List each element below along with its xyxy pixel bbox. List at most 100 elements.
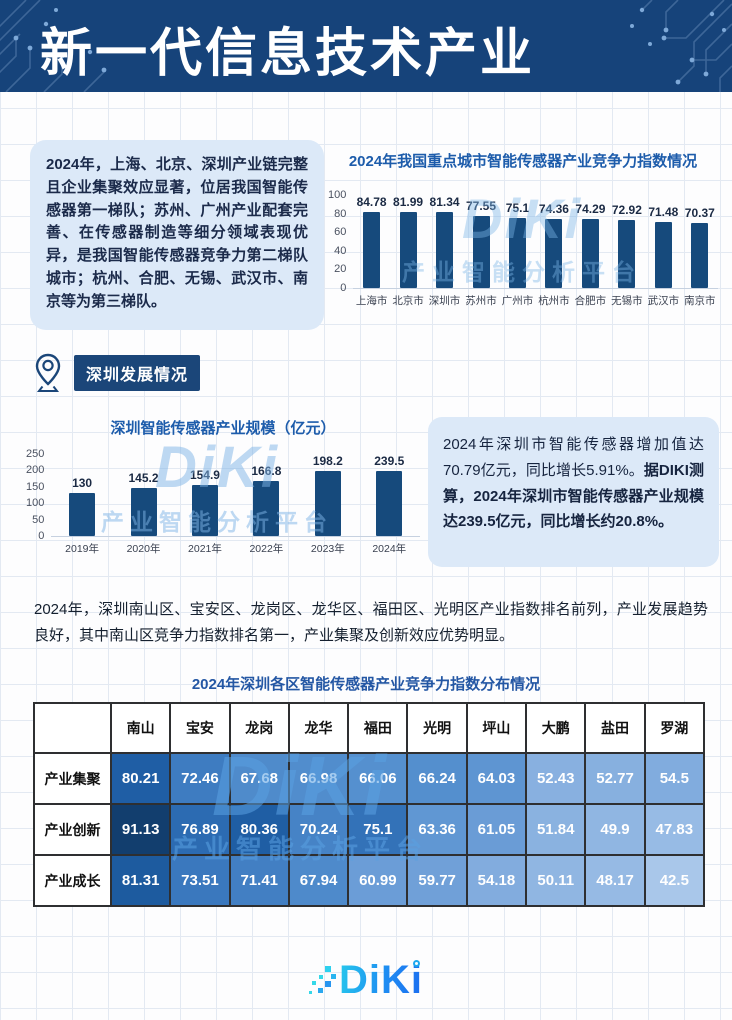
value-cell: 50.11	[525, 854, 587, 907]
districts-paragraph: 2024年，深圳南山区、宝安区、龙岗区、龙华区、福田区、光明区产业指数排名前列，…	[34, 601, 708, 645]
bar-value-label: 84.78	[356, 195, 387, 209]
bar-group: 81.99 北京市	[390, 195, 426, 308]
chart-shenzhen-scale: 深圳智能传感器产业规模（亿元） 250 200 150 100 50 0 130 2019年 1…	[26, 417, 420, 556]
bar	[508, 218, 526, 288]
bar	[618, 220, 636, 288]
bar-group: 77.55 苏州市	[463, 195, 499, 308]
bar-category-label: 2024年	[372, 543, 407, 555]
y-tick-label: 200	[26, 464, 45, 477]
column-header: 光明	[406, 702, 468, 754]
bar-value-label: 145.2	[128, 471, 159, 486]
bar-category-label: 无锡市	[611, 295, 643, 307]
column-header: 龙岗	[228, 702, 290, 754]
value-cell: 80.36	[228, 803, 290, 856]
bar-category-label: 苏州市	[465, 295, 497, 307]
bar	[545, 218, 563, 288]
y-tick-label: 0	[38, 529, 45, 542]
bar-category-label: 合肥市	[574, 295, 607, 307]
value-cell: 67.94	[287, 854, 350, 907]
column-header: 坪山	[465, 702, 528, 754]
bars-area: 130 2019年 145.2 2020年 154.9 2021年 166.8 2022年 19…	[51, 454, 420, 556]
value-cell: 47.83	[643, 803, 705, 856]
bar-value-label: 74.29	[575, 201, 606, 216]
table-title: 2024年深圳各区智能传感器产业竞争力指数分布情况	[191, 676, 541, 693]
page-header: 新一代信息技术产业	[0, 0, 732, 92]
bar-category-label: 深圳市	[428, 295, 461, 307]
value-cell: 70.24	[287, 803, 350, 856]
district-index-table: 南山 宝安 龙岗 龙华 福田 光明 坪山 大鹏 盐田 罗湖 产业集聚 80.21 72.46 67.68…	[33, 702, 705, 907]
diki-logo-text: DiKi	[339, 958, 423, 1002]
table-header-row: 南山 宝安 龙岗 龙华 福田 光明 坪山 大鹏 盐田 罗湖	[33, 702, 705, 754]
row-header: 产业集聚	[33, 752, 112, 805]
bar-category-label: 杭州市	[538, 295, 570, 307]
highlight-box: 2024年深圳市智能传感器增加值达70.79亿元，同比增长5.91%。据DIKI…	[428, 417, 719, 567]
value-cell: 61.05	[465, 803, 528, 856]
value-cell: 52.77	[584, 752, 646, 805]
bar-group: 70.37 南京市	[682, 195, 718, 308]
bar-value-label: 81.34	[429, 195, 460, 210]
y-axis: 100 80 60 40 20 0	[328, 189, 353, 294]
bar-category-label: 2020年	[126, 543, 161, 555]
bar-value-label: 81.99	[393, 195, 424, 209]
value-cell: 60.99	[347, 854, 409, 907]
column-header: 福田	[347, 702, 409, 754]
value-cell: 75.1	[347, 803, 409, 856]
highlight-text-bold: 据DIKI测算，2024年深圳市智能传感器产业规模达239.5亿元，同比增长约2…	[443, 461, 704, 531]
bar	[363, 212, 381, 288]
value-cell: 73.51	[169, 854, 231, 907]
bar-category-label: 北京市	[392, 295, 424, 307]
bar	[376, 471, 403, 536]
value-cell: 54.18	[465, 854, 528, 907]
chart-city-competitiveness: 2024年我国重点城市智能传感器产业竞争力指数情况 100 80 60 40 20 0 84…	[328, 150, 718, 308]
axis-baseline	[51, 536, 420, 537]
y-tick-label: 40	[334, 244, 347, 257]
diki-logo: DiKi	[309, 958, 423, 1003]
bar-value-label: 130	[72, 476, 93, 491]
bar	[399, 212, 417, 288]
column-header: 南山	[109, 702, 172, 754]
column-header: 宝安	[169, 702, 231, 754]
section-header: 深圳发展情况	[32, 352, 201, 394]
value-cell: 80.21	[109, 752, 172, 805]
bar-value-label: 74.36	[538, 201, 569, 216]
value-cell: 66.24	[406, 752, 468, 805]
bar-group: 198.2 2023年	[297, 454, 358, 556]
footer: DiKi	[0, 958, 732, 1003]
circuit-pattern-icon	[0, 0, 107, 92]
value-cell: 52.43	[525, 752, 587, 805]
bars-area: 84.78 上海市 81.99 北京市 81.34 深圳市 77.55 苏州市 75.1 广州市 7…	[353, 195, 718, 308]
bar-value-label: 72.92	[611, 203, 642, 218]
value-cell: 66.06	[347, 752, 409, 805]
bar-group: 71.48 武汉市	[645, 195, 681, 308]
y-axis: 250 200 150 100 50 0	[26, 448, 51, 542]
column-header: 龙华	[287, 702, 350, 754]
bar-group: 239.5 2024年	[359, 454, 420, 556]
bar-group: 84.78 上海市	[353, 195, 389, 308]
bar-category-label: 2023年	[310, 543, 345, 555]
bar-category-label: 南京市	[684, 295, 716, 307]
bar-group: 130 2019年	[51, 454, 112, 556]
value-cell: 91.13	[109, 803, 172, 856]
value-cell: 51.84	[525, 803, 587, 856]
bar-value-label: 75.1	[505, 201, 530, 216]
value-cell: 72.46	[169, 752, 231, 805]
column-header: 盐田	[584, 702, 646, 754]
row-header: 产业成长	[33, 854, 112, 907]
value-cell: 71.41	[228, 854, 290, 907]
bar-group: 74.29 合肥市	[572, 195, 608, 308]
value-cell: 54.5	[643, 752, 705, 805]
intro-box: 2024年，上海、北京、深圳产业链完整且企业集聚效应显著，位居我国智能传感器第一…	[30, 140, 324, 330]
location-pin-icon	[35, 353, 61, 392]
y-tick-label: 0	[340, 281, 347, 294]
y-tick-label: 80	[334, 207, 347, 220]
y-tick-label: 50	[32, 513, 45, 526]
bar-value-label: 154.9	[189, 468, 220, 483]
value-cell: 49.9	[584, 803, 646, 856]
value-cell: 67.68	[228, 752, 290, 805]
y-tick-label: 250	[26, 448, 45, 460]
table-row: 产业创新 91.13 76.89 80.36 70.24 75.1 63.36 61.05 51…	[33, 803, 705, 856]
value-cell: 81.31	[109, 854, 172, 907]
bar-value-label: 166.8	[251, 464, 282, 479]
bar	[472, 215, 490, 288]
value-cell: 64.03	[465, 752, 528, 805]
